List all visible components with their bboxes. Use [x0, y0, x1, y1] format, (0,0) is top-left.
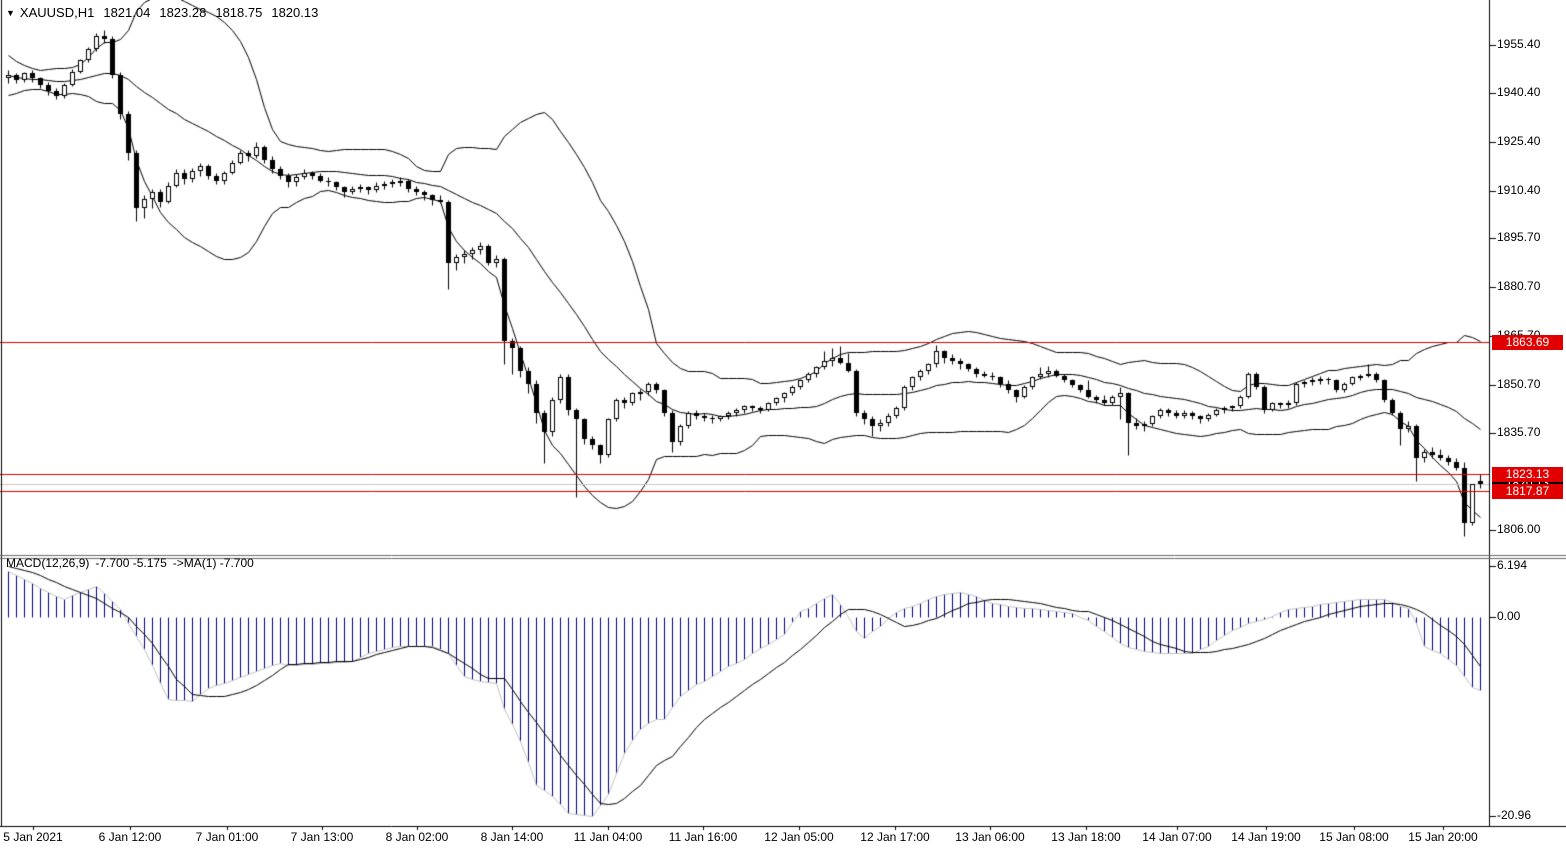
price-axis-label: 1835.70 [1497, 425, 1541, 440]
price-axis-label: 1925.40 [1497, 133, 1541, 148]
price-axis-label: 1940.40 [1497, 85, 1541, 100]
time-axis-label: 7 Jan 13:00 [290, 830, 354, 844]
time-axis-label: 13 Jan 18:00 [1051, 830, 1121, 844]
time-axis-label: 15 Jan 20:00 [1408, 830, 1478, 844]
macd-indicator-label: MACD(12,26,9) -7.700 -5.175 ->MA(1) -7.700 [6, 556, 254, 570]
macd-axis-label: 0.00 [1497, 609, 1521, 623]
time-axis-label: 6 Jan 12:00 [98, 830, 162, 844]
macd-axis-label: 6.194 [1497, 558, 1528, 572]
ohlc-high: 1823.28 [159, 5, 207, 20]
time-axis-label: 11 Jan 16:00 [668, 830, 738, 844]
time-axis-label: 14 Jan 07:00 [1142, 830, 1212, 844]
macd-name: MACD(12,26,9) [6, 556, 90, 570]
time-axis-label: 5 Jan 2021 [3, 830, 63, 844]
price-axis-label: 1955.40 [1497, 36, 1541, 51]
symbol-name: XAUUSD,H1 [19, 5, 95, 20]
time-axis-label: 14 Jan 19:00 [1231, 830, 1301, 844]
price-axis-label: 1850.70 [1497, 376, 1541, 391]
price-axis-label: 1880.70 [1497, 279, 1541, 294]
price-axis-label: 1806.00 [1497, 521, 1541, 536]
price-axis-label: 1895.70 [1497, 230, 1541, 245]
time-axis-label: 11 Jan 04:00 [573, 830, 643, 844]
ohlc-open: 1821.04 [103, 5, 151, 20]
time-axis-label: 8 Jan 14:00 [480, 830, 544, 844]
price-line-tag: 1817.87 [1492, 483, 1563, 499]
price-line-tag: 1863.69 [1492, 334, 1563, 350]
time-axis-label: 15 Jan 08:00 [1319, 830, 1389, 844]
time-axis-label: 7 Jan 01:00 [195, 830, 259, 844]
time-axis-label: 12 Jan 05:00 [764, 830, 834, 844]
price-axis-label: 1910.40 [1497, 182, 1541, 197]
ohlc-low: 1818.75 [215, 5, 263, 20]
time-axis-label: 8 Jan 02:00 [385, 830, 449, 844]
time-axis-label: 13 Jan 06:00 [955, 830, 1025, 844]
symbol-header: ▼ XAUUSD,H1 1821.04 1823.28 1818.75 1820.13 [6, 5, 318, 20]
price-line-tag: 1823.13 [1492, 466, 1563, 482]
chart-collapse-icon[interactable]: ▼ [6, 8, 15, 18]
ohlc-close: 1820.13 [271, 5, 319, 20]
macd-ma-label: ->MA(1) -7.700 [172, 556, 254, 570]
macd-values: -7.700 -5.175 [95, 556, 167, 570]
macd-axis-label: -20.96 [1497, 808, 1532, 823]
time-axis-label: 12 Jan 17:00 [860, 830, 930, 844]
